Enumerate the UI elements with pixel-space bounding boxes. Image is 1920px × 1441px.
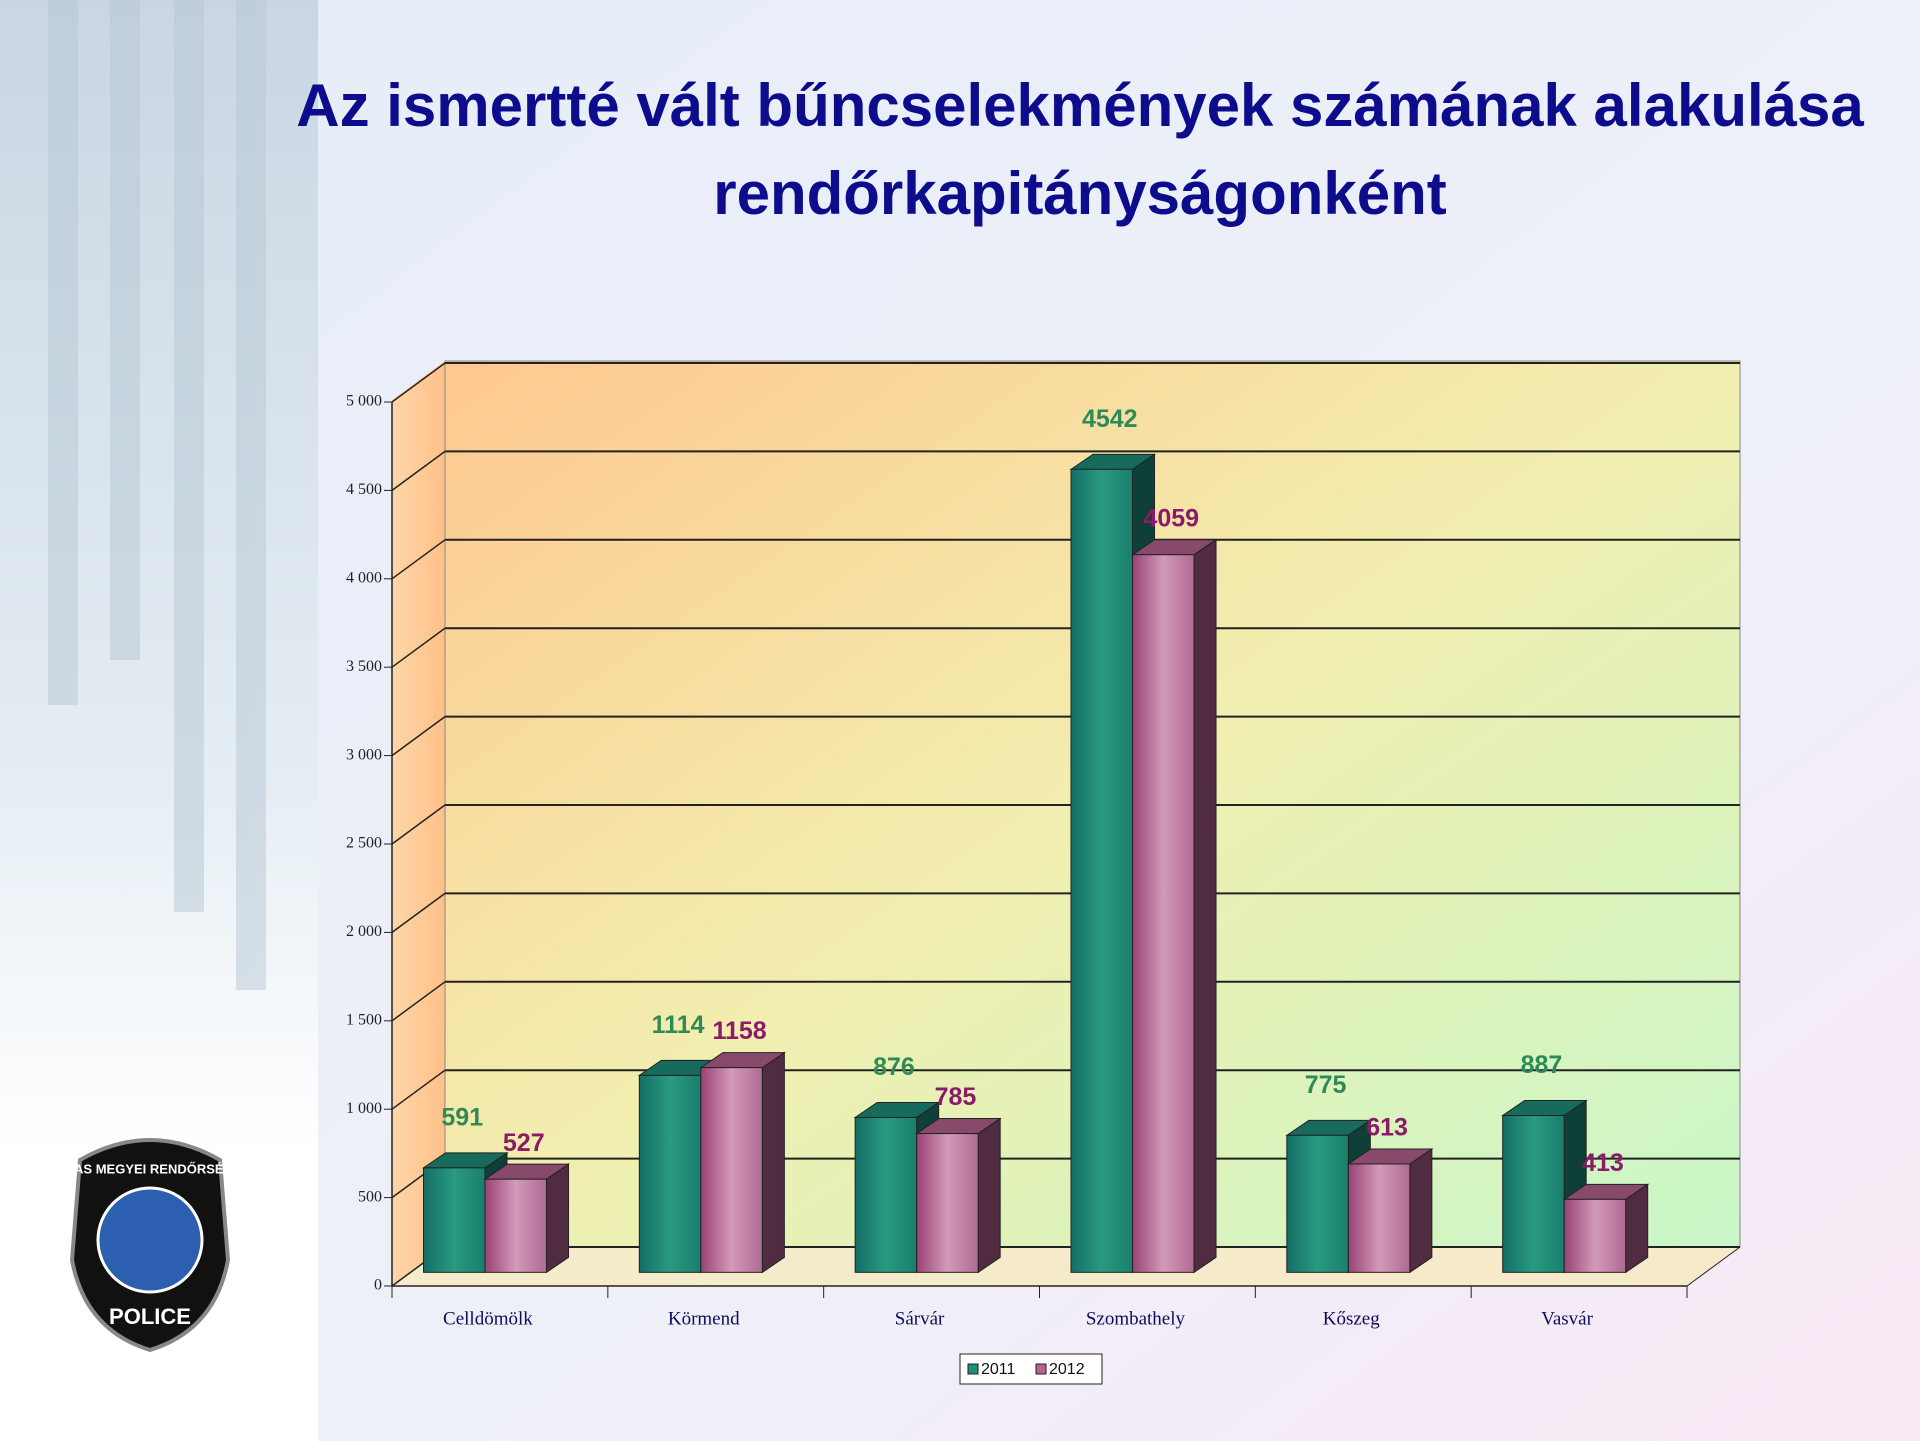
y-tick-label: 5 000 <box>346 393 382 410</box>
x-tick-label: Sárvár <box>895 1308 945 1329</box>
y-tick-label: 500 <box>358 1188 382 1205</box>
bar <box>1562 1183 1650 1274</box>
bar-front <box>1502 1115 1565 1273</box>
legend-swatch <box>1035 1363 1047 1375</box>
bar-side <box>546 1163 570 1274</box>
y-tick-label: 1 000 <box>346 1100 382 1117</box>
grid-line-side <box>391 627 446 668</box>
value-label: 775 <box>1305 1071 1347 1099</box>
value-label: 1158 <box>712 1017 766 1045</box>
left-wall <box>392 361 445 1286</box>
grid-line-side <box>391 450 446 492</box>
bar-front <box>484 1178 548 1273</box>
value-label: 4542 <box>1082 405 1138 433</box>
legend-label: 2011 <box>981 1361 1016 1378</box>
bar-side <box>1193 538 1217 1274</box>
value-label: 4059 <box>1143 504 1199 532</box>
bar <box>1346 1148 1434 1274</box>
grid-line-side <box>391 539 446 580</box>
grid-line-side <box>391 362 446 403</box>
value-label: 613 <box>1366 1114 1408 1142</box>
floor-edge <box>1686 1246 1741 1287</box>
bar-front <box>916 1133 979 1273</box>
grid-line-side <box>391 892 446 934</box>
bar-front <box>700 1067 763 1273</box>
y-tick-label: 2 000 <box>346 923 382 940</box>
bar-front <box>1132 554 1195 1273</box>
y-tick-label: 3 000 <box>346 746 382 763</box>
bar-front <box>1347 1163 1411 1273</box>
y-tick-label: 2 500 <box>346 835 382 852</box>
value-label: 785 <box>935 1083 977 1111</box>
y-tick-label: 3 500 <box>346 658 382 675</box>
y-tick-label: 4 500 <box>346 481 382 498</box>
bar-front <box>854 1116 918 1273</box>
bar-side <box>761 1051 785 1274</box>
legend-box <box>959 1353 1103 1385</box>
bar-side <box>977 1117 1001 1274</box>
logo-bottom: POLICE <box>109 1304 191 1329</box>
value-label: 1114 <box>652 1011 705 1039</box>
logo: VAS MEGYEI RENDŐRSÉG POLICE <box>66 1138 234 1353</box>
y-tick-label: 0 <box>374 1277 382 1294</box>
value-label: 591 <box>441 1103 483 1131</box>
value-label: 876 <box>873 1053 915 1081</box>
bar-front <box>1563 1198 1627 1273</box>
legend-label: 2012 <box>1049 1361 1085 1378</box>
bar-side <box>1409 1148 1433 1274</box>
x-tick-label: Kőszeg <box>1323 1308 1380 1329</box>
bar-front <box>638 1074 702 1273</box>
y-tick-label: 1 500 <box>346 1011 382 1028</box>
bar-front <box>1070 468 1134 1273</box>
grid-line-side <box>391 1069 446 1110</box>
legend-swatch <box>967 1363 979 1375</box>
value-label: 413 <box>1582 1149 1624 1177</box>
chart-title: Az ismertté vált bűncselekmények számána… <box>296 72 1864 227</box>
bar-front <box>423 1167 486 1273</box>
bar <box>915 1117 1002 1274</box>
grid-line-side <box>391 981 446 1022</box>
bar-front <box>1286 1134 1349 1273</box>
grid-line-side <box>391 804 446 845</box>
y-tick-label: 4 000 <box>346 569 382 586</box>
value-label: 887 <box>1521 1051 1563 1079</box>
x-tick-label: Celldömölk <box>443 1308 533 1329</box>
value-label: 527 <box>503 1129 545 1157</box>
logo-top: VAS MEGYEI RENDŐRSÉG <box>66 1161 233 1176</box>
bar <box>483 1163 571 1274</box>
bar <box>1130 538 1218 1274</box>
sidebar-stripes <box>48 0 266 990</box>
bar <box>699 1051 786 1274</box>
grid-line-side <box>391 715 446 757</box>
x-tick-label: Körmend <box>668 1308 740 1329</box>
x-tick-label: Szombathely <box>1086 1308 1186 1329</box>
x-tick-label: Vasvár <box>1541 1308 1593 1329</box>
